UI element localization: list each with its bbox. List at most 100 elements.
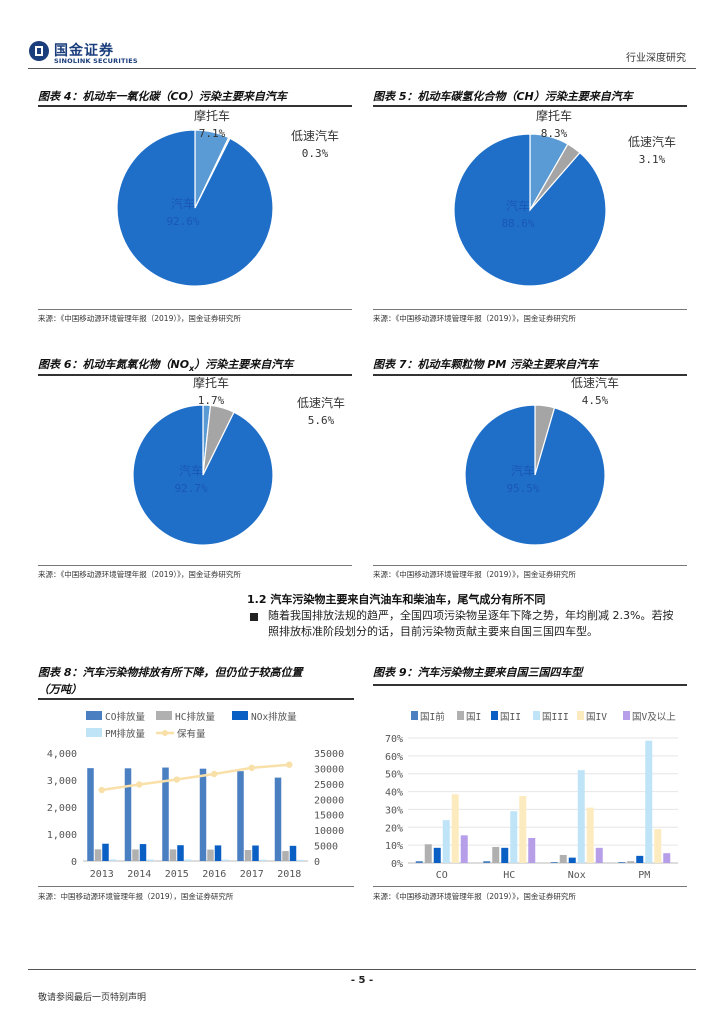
bar-国III-Nox (577, 770, 585, 863)
bar-CO排放量-2017 (237, 771, 244, 861)
fig6-title-main: 图表 6：机动车氮氧化物（NO (38, 358, 190, 371)
pie-value-label-0: 95.5% (506, 482, 539, 495)
logo-icon (29, 41, 49, 61)
bar-CO排放量-2014 (124, 768, 132, 861)
x-tick-label: 2015 (165, 869, 189, 880)
legend-label-4: 国IV (586, 712, 607, 723)
pie-value-label-0: 92.7% (174, 482, 207, 495)
y-left-tick-label: 1,000 (47, 830, 77, 841)
line-point-保有量 (248, 764, 255, 772)
fig9-bar-chart: 国I前 国I 国II 国III 国IV 国V及以上 0% 10% 20% 30% 40% 50% 60%… (385, 711, 678, 881)
bar-国V及以上-CO (460, 835, 468, 863)
fig5-pie-chart: 汽车 88.6% 摩托车 8.3% 低速汽车 3.1% (453, 108, 676, 287)
legend-swatch-0 (411, 711, 418, 720)
y-tick-label: 50% (385, 770, 403, 781)
line-point-保有量 (136, 781, 143, 788)
legend-label-2: NOx排放量 (251, 711, 297, 723)
section-heading: 1.2 汽车污染物主要来自汽油车和柴油车，尾气成分有所不同 (247, 593, 546, 606)
bar-HC排放量-2016 (207, 849, 214, 861)
fig6-bottom-rule (38, 565, 352, 566)
legend-swatch-3 (533, 711, 540, 720)
page-number: - 5 - (350, 975, 374, 986)
section-paragraph: 随着我国排放法规的趋严，全国四项污染物呈逐年下降之势，年均削减 2.3%。若按照… (268, 609, 674, 638)
legend-swatch-2 (491, 711, 498, 720)
x-tick-label: CO (436, 870, 448, 881)
x-tick-label: 2013 (90, 869, 114, 880)
pie-slice-0 (132, 404, 274, 546)
bar-国V及以上-HC (528, 838, 536, 863)
fig7-title: 图表 7：机动车颗粒物 PM 污染主要来自汽车 (373, 358, 599, 371)
fig7-title-rule (373, 374, 687, 376)
y-right-tick-label: 20000 (314, 795, 344, 806)
logo-text: 国金证券 (54, 43, 114, 59)
y-right-tick-label: 35000 (314, 749, 344, 760)
y-tick-label: 40% (385, 788, 403, 799)
fig7-source: 来源：《中国移动源环境管理年报（2019）》，国金证券研究所 (373, 570, 576, 579)
legend-swatch-1 (156, 711, 172, 720)
line-point-保有量 (173, 776, 180, 783)
fig6-title-tail: ）污染主要来自汽车 (194, 358, 294, 371)
bar-国I前-PM (618, 862, 626, 863)
y-tick-label: 10% (385, 841, 403, 852)
fig8-bottom-rule (38, 886, 354, 887)
legend-label-3: 国III (542, 712, 569, 723)
legend-swatch-2 (232, 711, 248, 720)
legend-label-0: 国I前 (420, 711, 445, 723)
fig6-title-sub: x (189, 364, 195, 374)
legend-swatch-4 (577, 711, 584, 720)
y-right-tick-label: 10000 (314, 826, 344, 837)
bar-HC排放量-2014 (132, 849, 139, 861)
pie-label-2: 低速汽车 (291, 128, 339, 143)
y-tick-label: 20% (385, 823, 403, 834)
y-tick-label: 60% (385, 752, 403, 763)
fig4-source: 来源：《中国移动源环境管理年报（2019）》，国金证券研究所 (38, 314, 241, 323)
bar-NOx排放量-2015 (177, 845, 184, 861)
pie-label-1: 低速汽车 (571, 377, 619, 390)
legend-swatch-0 (86, 711, 102, 720)
x-tick-label: HC (503, 870, 515, 881)
legend-marker-4 (162, 730, 168, 736)
y-right-tick-label: 25000 (314, 780, 344, 791)
bar-NOx排放量-2018 (289, 845, 297, 861)
bar-国IV-CO (451, 794, 459, 863)
y-right-tick-label: 5000 (314, 842, 338, 853)
bar-PM排放量-2015 (184, 859, 192, 861)
fig6-title: 图表 6：机动车氮氧化物（NOx）污染主要来自汽车 (38, 356, 293, 373)
pie-value-label-1: 4.5% (582, 394, 609, 407)
bar-国III-PM (645, 740, 653, 863)
pie-value-label-2: 5.6% (308, 414, 335, 427)
legend-swatch-1 (457, 711, 464, 720)
legend-label-0: CO排放量 (105, 711, 145, 723)
pie-label-0: 汽车 (179, 463, 203, 478)
bar-HC排放量-2015 (169, 849, 177, 861)
pie-value-label-1: 1.7% (198, 394, 225, 407)
bar-国V及以上-Nox (595, 847, 603, 863)
bar-国II-CO (433, 847, 441, 863)
bar-PM排放量-2013 (109, 859, 117, 861)
fig5-bottom-rule (373, 309, 687, 310)
pie-label-1: 摩托车 (193, 377, 229, 390)
legend-swatch-5 (623, 711, 630, 720)
bar-PM排放量-2017 (259, 859, 267, 861)
bar-国IV-Nox (586, 807, 594, 863)
fig4-pie-chart: 汽车 92.6% 摩托车 7.1% 低速汽车 0.3% (116, 108, 339, 287)
y-left-tick-label: 4,000 (47, 749, 77, 760)
bar-国I-HC (492, 846, 500, 863)
legend-label-5: 国V及以上 (632, 712, 676, 723)
bar-PM排放量-2018 (297, 859, 304, 861)
bar-CO排放量-2016 (199, 768, 207, 861)
bar-国I前-Nox (550, 862, 558, 863)
line-保有量 (101, 763, 290, 792)
pie-label-0: 汽车 (171, 196, 195, 211)
legend-label-2: 国II (500, 712, 521, 723)
y-left-tick-label: 0 (71, 857, 77, 868)
fig8-title-rule (38, 698, 354, 700)
bar-HC排放量-2017 (244, 850, 252, 861)
bullet-square-icon (250, 613, 258, 621)
fig4-title: 图表 4：机动车一氧化碳（CO）污染主要来自汽车 (38, 90, 287, 103)
logo-subtext: SINOLINK SECURITIES (54, 57, 138, 65)
y-right-tick-label: 0 (314, 857, 320, 868)
fig5-source: 来源：《中国移动源环境管理年报（2019）》，国金证券研究所 (373, 314, 576, 323)
fig4-bottom-rule (38, 309, 352, 310)
x-tick-label: PM (638, 870, 650, 881)
